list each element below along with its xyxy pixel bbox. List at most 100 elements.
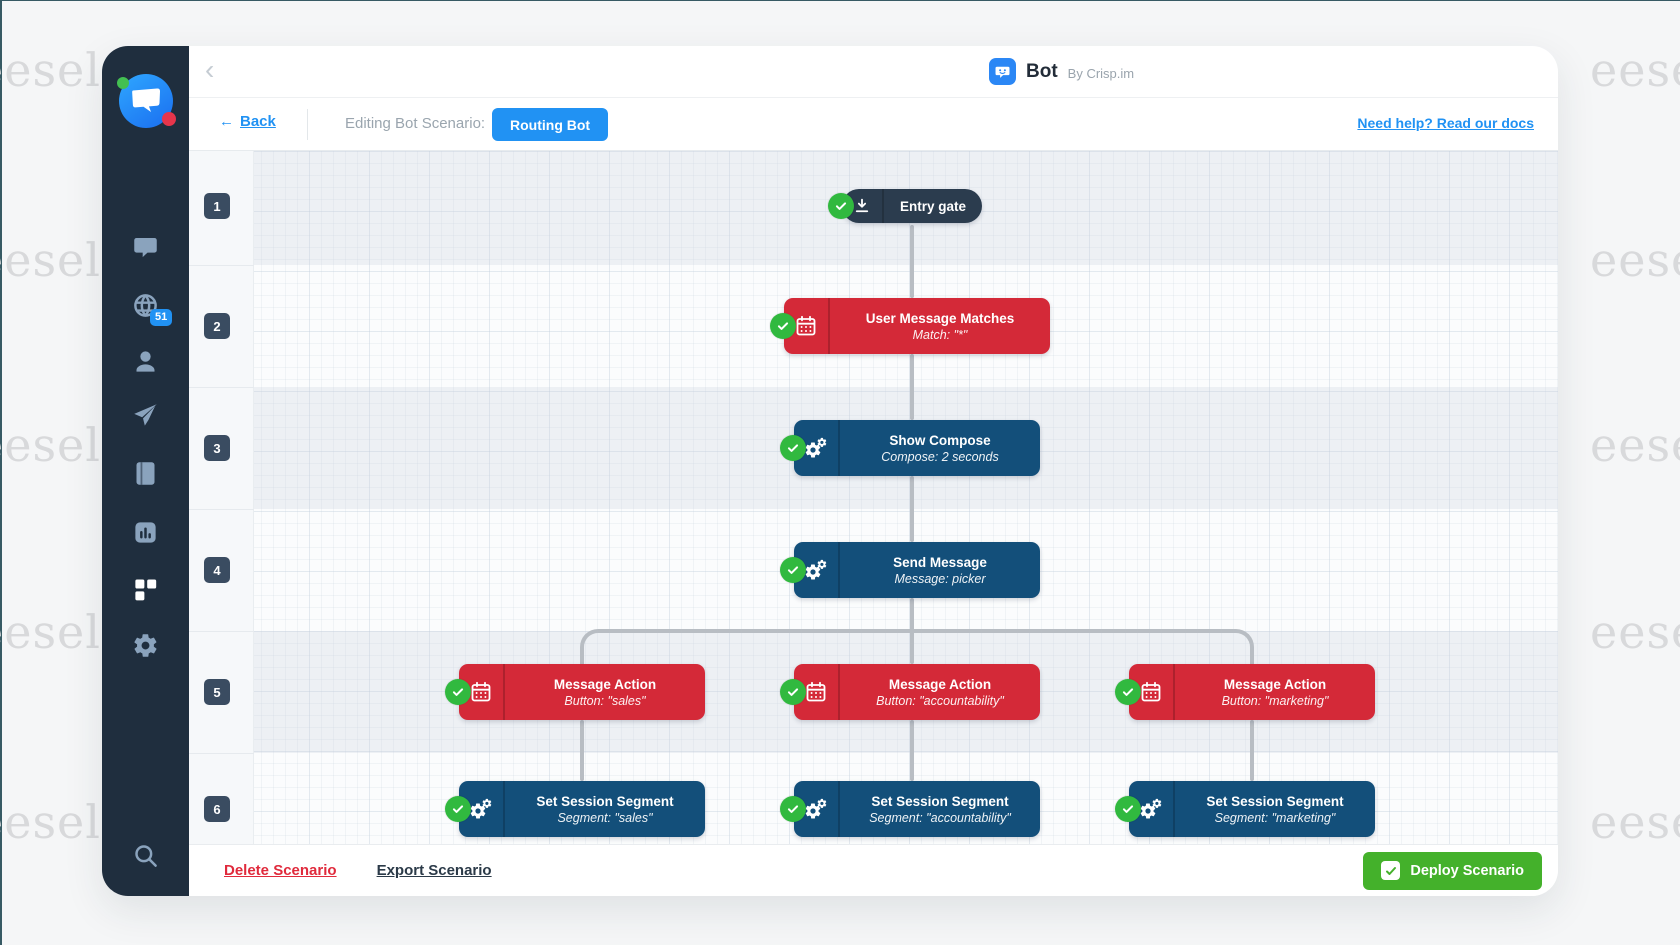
scenario-canvas[interactable]: 1 2 3 4 5 6 Entry gate <box>189 151 1558 844</box>
node-title: Message Action <box>888 676 992 692</box>
row-number-1: 1 <box>204 193 230 219</box>
valid-check-badge <box>828 193 854 219</box>
back-chevron-button[interactable]: ‹ <box>205 54 215 85</box>
gears-icon <box>794 542 840 598</box>
node-subtitle: Compose: 2 seconds <box>881 449 999 464</box>
toolbar-divider <box>307 109 308 140</box>
editing-label: Editing Bot Scenario: <box>345 115 486 132</box>
watermark-text: eesel <box>1590 233 1680 287</box>
node-subtitle: Segment: "accountability" <box>869 810 1011 825</box>
valid-check-badge <box>1115 796 1141 822</box>
back-link[interactable]: ← Back <box>219 113 276 130</box>
bot-app-icon <box>989 58 1016 85</box>
watermark-text: eesel <box>0 605 101 659</box>
valid-check-badge <box>1115 679 1141 705</box>
connector-line <box>1250 720 1254 781</box>
search-icon[interactable] <box>102 842 189 869</box>
conversations-icon[interactable] <box>102 234 189 261</box>
contacts-icon[interactable] <box>102 348 189 375</box>
node-set-segment-sales[interactable]: Set Session Segment Segment: "sales" <box>445 781 705 837</box>
watermark-text: eesel <box>0 233 101 287</box>
sidebar: 51 <box>102 46 189 896</box>
node-user-message-matches[interactable]: User Message Matches Match: "*" <box>770 298 1050 354</box>
export-scenario-link[interactable]: Export Scenario <box>376 862 492 879</box>
valid-check-badge <box>445 679 471 705</box>
watermark-text: eesel <box>0 43 101 97</box>
node-message-action-accountability[interactable]: Message Action Button: "accountability" <box>780 664 1040 720</box>
node-title: Entry gate <box>899 198 967 214</box>
node-set-segment-marketing[interactable]: Set Session Segment Segment: "marketing" <box>1115 781 1375 837</box>
node-message-action-marketing[interactable]: Message Action Button: "marketing" <box>1115 664 1375 720</box>
knowledge-book-icon[interactable] <box>102 460 189 487</box>
node-message-action-sales[interactable]: Message Action Button: "sales" <box>445 664 705 720</box>
watermark-text: eesel <box>0 418 101 472</box>
row-number-3: 3 <box>204 435 230 461</box>
app-title: Bot <box>1026 60 1058 82</box>
row-number-2: 2 <box>204 313 230 339</box>
node-subtitle: Button: "accountability" <box>876 693 1004 708</box>
crisp-logo[interactable] <box>117 74 176 128</box>
valid-check-badge <box>780 796 806 822</box>
gears-icon <box>794 781 840 837</box>
node-subtitle: Message: picker <box>894 571 986 586</box>
valid-check-badge <box>770 313 796 339</box>
node-entry-gate[interactable]: Entry gate <box>828 189 982 223</box>
valid-check-badge <box>780 679 806 705</box>
app-window: 51 ‹ Bot <box>102 46 1558 896</box>
connector-line <box>910 476 914 542</box>
download-icon <box>842 189 884 223</box>
branch-connector <box>580 629 1254 665</box>
node-title: Set Session Segment <box>871 793 1009 809</box>
analytics-chart-icon[interactable] <box>102 519 189 546</box>
connector-line <box>580 720 584 781</box>
scenario-toolbar: ← Back Editing Bot Scenario: Routing Bot … <box>189 98 1558 151</box>
node-title: Show Compose <box>889 432 991 448</box>
watermark-text: eesel <box>1590 43 1680 97</box>
valid-check-badge <box>445 796 471 822</box>
calendar-icon <box>794 664 840 720</box>
app-title-block: Bot By Crisp.im <box>989 58 1134 85</box>
node-send-message[interactable]: Send Message Message: picker <box>780 542 1040 598</box>
row-number-5: 5 <box>204 679 230 705</box>
plugins-grid-icon[interactable] <box>102 575 189 602</box>
campaigns-send-icon[interactable] <box>102 402 189 429</box>
row-number-4: 4 <box>204 557 230 583</box>
visitors-globe-icon[interactable]: 51 <box>102 292 189 326</box>
valid-check-badge <box>780 557 806 583</box>
scenario-footer: Delete Scenario Export Scenario Deploy S… <box>189 844 1558 896</box>
connector-line <box>910 354 914 420</box>
content-area: ‹ Bot By Crisp.im ← Back Editing Bot Scen… <box>189 46 1558 896</box>
row-gutter <box>189 151 254 844</box>
node-title: Set Session Segment <box>1206 793 1344 809</box>
node-title: Send Message <box>893 554 987 570</box>
gears-icon <box>794 420 840 476</box>
node-title: Message Action <box>1223 676 1327 692</box>
node-show-compose[interactable]: Show Compose Compose: 2 seconds <box>780 420 1040 476</box>
calendar-icon <box>459 664 505 720</box>
node-subtitle: Segment: "marketing" <box>1214 810 1336 825</box>
node-set-segment-accountability[interactable]: Set Session Segment Segment: "accountabi… <box>780 781 1040 837</box>
valid-check-badge <box>780 435 806 461</box>
back-arrow-icon: ← <box>219 113 234 130</box>
checkbox-icon <box>1381 861 1401 880</box>
node-subtitle: Button: "sales" <box>564 693 646 708</box>
gears-icon <box>459 781 505 837</box>
scenario-name-button[interactable]: Routing Bot <box>492 108 609 141</box>
delete-scenario-link[interactable]: Delete Scenario <box>224 862 337 879</box>
watermark-text: eesel <box>1590 605 1680 659</box>
node-title: Message Action <box>553 676 657 692</box>
help-docs-link[interactable]: Need help? Read our docs <box>1357 115 1534 131</box>
top-header: ‹ Bot By Crisp.im <box>189 46 1558 98</box>
watermark-text: eesel <box>1590 418 1680 472</box>
row-number-6: 6 <box>204 796 230 822</box>
node-subtitle: Match: "*" <box>912 327 968 342</box>
unread-count-badge: 51 <box>150 309 173 326</box>
deploy-scenario-button[interactable]: Deploy Scenario <box>1363 851 1542 890</box>
connector-line <box>910 225 914 298</box>
node-subtitle: Button: "marketing" <box>1221 693 1329 708</box>
settings-gear-icon[interactable] <box>102 632 189 659</box>
node-title: User Message Matches <box>865 310 1015 326</box>
node-title: Set Session Segment <box>536 793 674 809</box>
calendar-icon <box>1129 664 1175 720</box>
connector-line <box>910 720 914 781</box>
